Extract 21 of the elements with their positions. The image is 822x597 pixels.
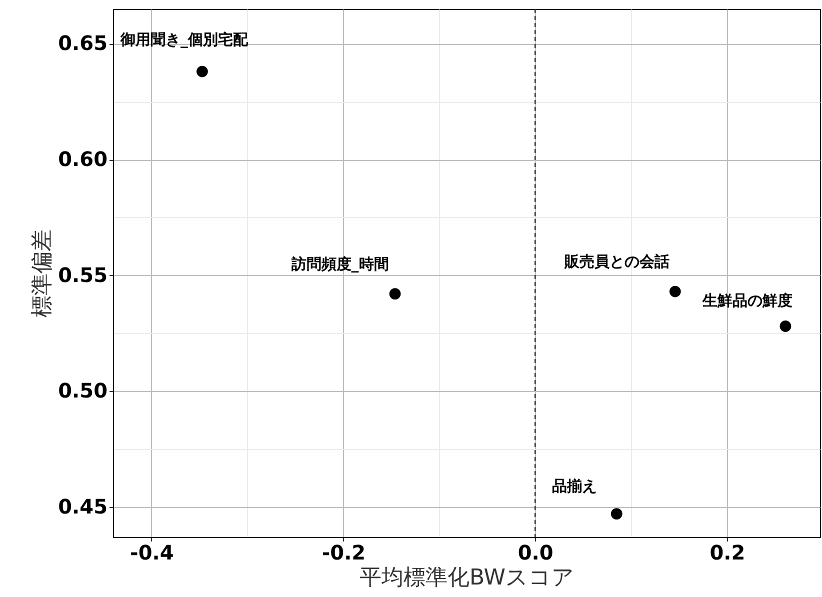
y-tick-label: 0.50	[58, 378, 108, 403]
y-axis-title: 標準偏差	[30, 230, 56, 318]
x-tick-label: -0.4	[130, 540, 174, 564]
x-tick-label: 0.2	[710, 540, 746, 564]
series-label: 生鮮品の鮮度	[701, 291, 792, 310]
series-label: 訪問頻度_時間	[290, 254, 389, 273]
series-label: 品揃え	[552, 476, 598, 495]
x-axis-title: 平均標準化BWスコア	[359, 566, 575, 590]
point	[389, 288, 401, 300]
y-tick-label: 0.60	[58, 147, 108, 172]
point	[610, 508, 622, 520]
point	[669, 286, 681, 298]
x-tick-label: 0.0	[518, 540, 554, 564]
series-label: 販売員との会話	[564, 252, 670, 271]
y-tick-label: 0.45	[58, 494, 108, 518]
y-tick-label: 0.55	[58, 262, 108, 287]
text: -0.2	[322, 540, 366, 564]
point	[780, 320, 792, 332]
text: 御用聞き_個別宅配	[119, 30, 249, 49]
y-tick-label: 0.65	[58, 31, 108, 56]
point	[196, 66, 208, 78]
